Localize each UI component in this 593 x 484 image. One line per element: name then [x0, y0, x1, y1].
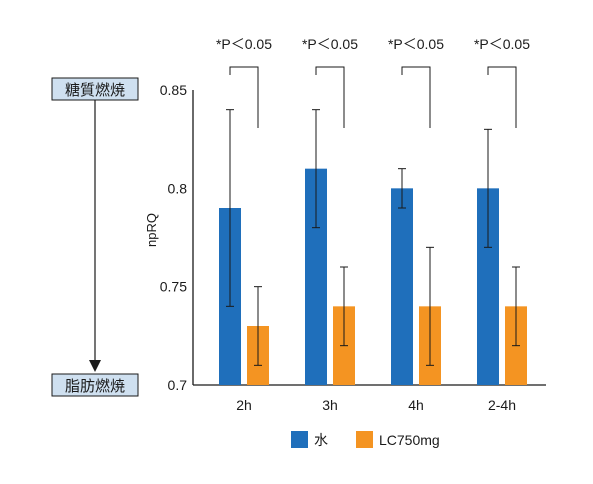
x-tick-label: 2h	[236, 397, 252, 413]
significance-label: *P＜0.05	[302, 36, 358, 52]
significance-label: *P＜0.05	[216, 36, 272, 52]
significance-bracket	[229, 66, 259, 128]
bottom-label-box	[51, 373, 139, 397]
significance-brackets: *P＜0.05 *P＜0.05 *P＜0.05 *P＜0.05	[216, 36, 530, 128]
x-tick-label: 4h	[408, 397, 424, 413]
legend-swatch	[356, 431, 373, 448]
significance-bracket	[315, 66, 345, 128]
x-tick-label: 3h	[322, 397, 338, 413]
y-axis-label: npRQ	[144, 213, 159, 247]
x-tick-label: 2-4h	[488, 397, 516, 413]
y-ticks: 0.85 0.8 0.75 0.7	[160, 82, 187, 393]
significance-label: *P＜0.05	[388, 36, 444, 52]
legend-label: LC750mg	[379, 432, 440, 448]
legend-label: 水	[314, 432, 328, 448]
y-tick-label: 0.8	[168, 180, 188, 196]
bar-water	[305, 168, 327, 385]
y-tick-label: 0.7	[168, 377, 188, 393]
bottom-side-label: 脂肪燃焼	[65, 377, 125, 395]
bars	[219, 168, 527, 385]
significance-bracket	[401, 66, 431, 128]
y-tick-label: 0.75	[160, 279, 187, 295]
legend-swatch	[291, 431, 308, 448]
x-ticks: 2h 3h 4h 2-4h	[236, 397, 516, 413]
top-side-label: 糖質燃焼	[65, 81, 125, 99]
legend: 水 LC750mg	[291, 431, 440, 448]
y-tick-label: 0.85	[160, 82, 187, 98]
bar-water	[477, 188, 499, 385]
significance-label: *P＜0.05	[474, 36, 530, 52]
bar-water	[391, 188, 413, 385]
error-bars	[226, 109, 520, 366]
significance-bracket	[487, 66, 517, 128]
